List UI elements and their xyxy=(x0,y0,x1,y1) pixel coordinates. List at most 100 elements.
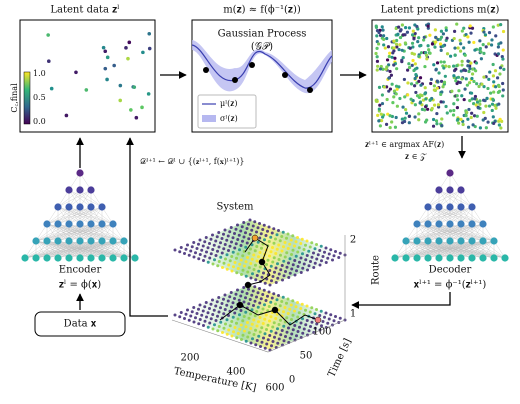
prediction-point xyxy=(376,113,380,117)
connection xyxy=(427,189,462,208)
grid-dot xyxy=(233,246,237,250)
neuron xyxy=(424,254,432,262)
prediction-point xyxy=(496,90,500,95)
grid-dot xyxy=(236,317,240,321)
prediction-point xyxy=(385,36,389,41)
prediction-point xyxy=(460,63,464,67)
grid-dot xyxy=(186,308,189,312)
grid-dot xyxy=(179,311,183,314)
prediction-point xyxy=(434,35,438,39)
prediction-point xyxy=(411,29,415,33)
grid-dot xyxy=(315,322,319,326)
prediction-point xyxy=(407,62,411,66)
grid-dot xyxy=(260,340,264,344)
grid-dot xyxy=(279,268,283,272)
prediction-point xyxy=(413,115,417,119)
grid-dot xyxy=(299,242,303,245)
grid-dot xyxy=(319,244,323,248)
grid-dot xyxy=(306,268,309,272)
prediction-point xyxy=(394,26,398,31)
connection xyxy=(405,223,462,242)
prediction-point xyxy=(423,86,427,90)
grid-dot xyxy=(259,345,262,348)
grid-dot xyxy=(202,259,205,262)
grid-dot xyxy=(240,273,243,276)
grid-dot xyxy=(245,241,249,245)
grid-dot xyxy=(183,252,186,255)
arrow xyxy=(351,292,451,309)
connection xyxy=(394,240,429,259)
connection xyxy=(90,223,114,242)
prediction-point xyxy=(414,73,418,77)
grid-dot xyxy=(298,325,301,329)
grid-dot xyxy=(298,260,301,264)
prediction-point xyxy=(452,64,456,68)
grid-dot xyxy=(202,324,205,327)
grid-dot xyxy=(295,269,298,273)
prediction-point xyxy=(496,23,500,27)
grid-dot xyxy=(258,251,262,254)
grid-dot xyxy=(271,325,275,329)
neuron xyxy=(65,220,73,228)
prediction-point xyxy=(432,88,436,92)
grid-dot xyxy=(258,236,262,240)
grid-dot xyxy=(252,304,255,307)
prediction-point xyxy=(426,24,430,28)
grid-dot xyxy=(236,252,240,256)
prediction-point xyxy=(489,91,493,95)
grid-dot xyxy=(239,323,243,327)
grid-dot xyxy=(242,315,246,318)
grid-dot xyxy=(268,319,271,323)
grid-dot xyxy=(209,252,213,256)
grid-dot xyxy=(206,246,210,250)
connection xyxy=(449,223,484,242)
prediction-point xyxy=(377,85,382,90)
grid-dot xyxy=(291,299,295,303)
prediction-point xyxy=(494,106,498,110)
prediction-point xyxy=(454,79,458,83)
prediction-point xyxy=(428,33,432,37)
connection xyxy=(416,206,462,225)
neuron xyxy=(468,203,476,211)
prediction-point xyxy=(482,98,486,102)
prediction-point xyxy=(466,35,470,39)
grid-dot xyxy=(231,250,235,254)
prediction-point xyxy=(501,48,505,52)
neuron xyxy=(87,203,95,211)
prediction-point xyxy=(379,64,383,69)
prediction-point xyxy=(452,36,456,41)
grid-dot xyxy=(282,339,286,343)
prediction-point xyxy=(453,53,457,57)
neuron xyxy=(435,203,443,211)
prediction-point xyxy=(401,56,405,60)
grid-dot xyxy=(249,327,253,330)
grid-dot xyxy=(266,229,269,233)
neuron xyxy=(391,254,399,262)
prediction-point xyxy=(380,119,384,123)
grid-dot xyxy=(286,312,290,315)
prediction-point xyxy=(468,98,472,103)
prediction-point xyxy=(428,98,432,102)
grid-dot xyxy=(208,256,212,260)
grid-dot xyxy=(323,315,326,319)
neuron xyxy=(65,254,73,262)
connection xyxy=(79,206,103,225)
grid-dot xyxy=(304,323,308,327)
grid-dot xyxy=(216,329,220,333)
neuron xyxy=(490,237,498,245)
grid-dot xyxy=(249,312,252,316)
prediction-point xyxy=(455,94,459,98)
grid-dot xyxy=(310,255,314,259)
grid-dot xyxy=(289,303,293,307)
prediction-point xyxy=(441,32,446,36)
latent-point xyxy=(103,49,108,54)
route-point xyxy=(251,234,259,242)
grid-dot xyxy=(324,261,328,264)
grid-dot xyxy=(212,243,216,247)
prediction-point xyxy=(456,75,461,79)
prediction-point xyxy=(472,114,477,118)
prediction-point xyxy=(491,74,496,78)
prediction-point xyxy=(478,126,482,130)
prediction-point xyxy=(397,85,401,89)
